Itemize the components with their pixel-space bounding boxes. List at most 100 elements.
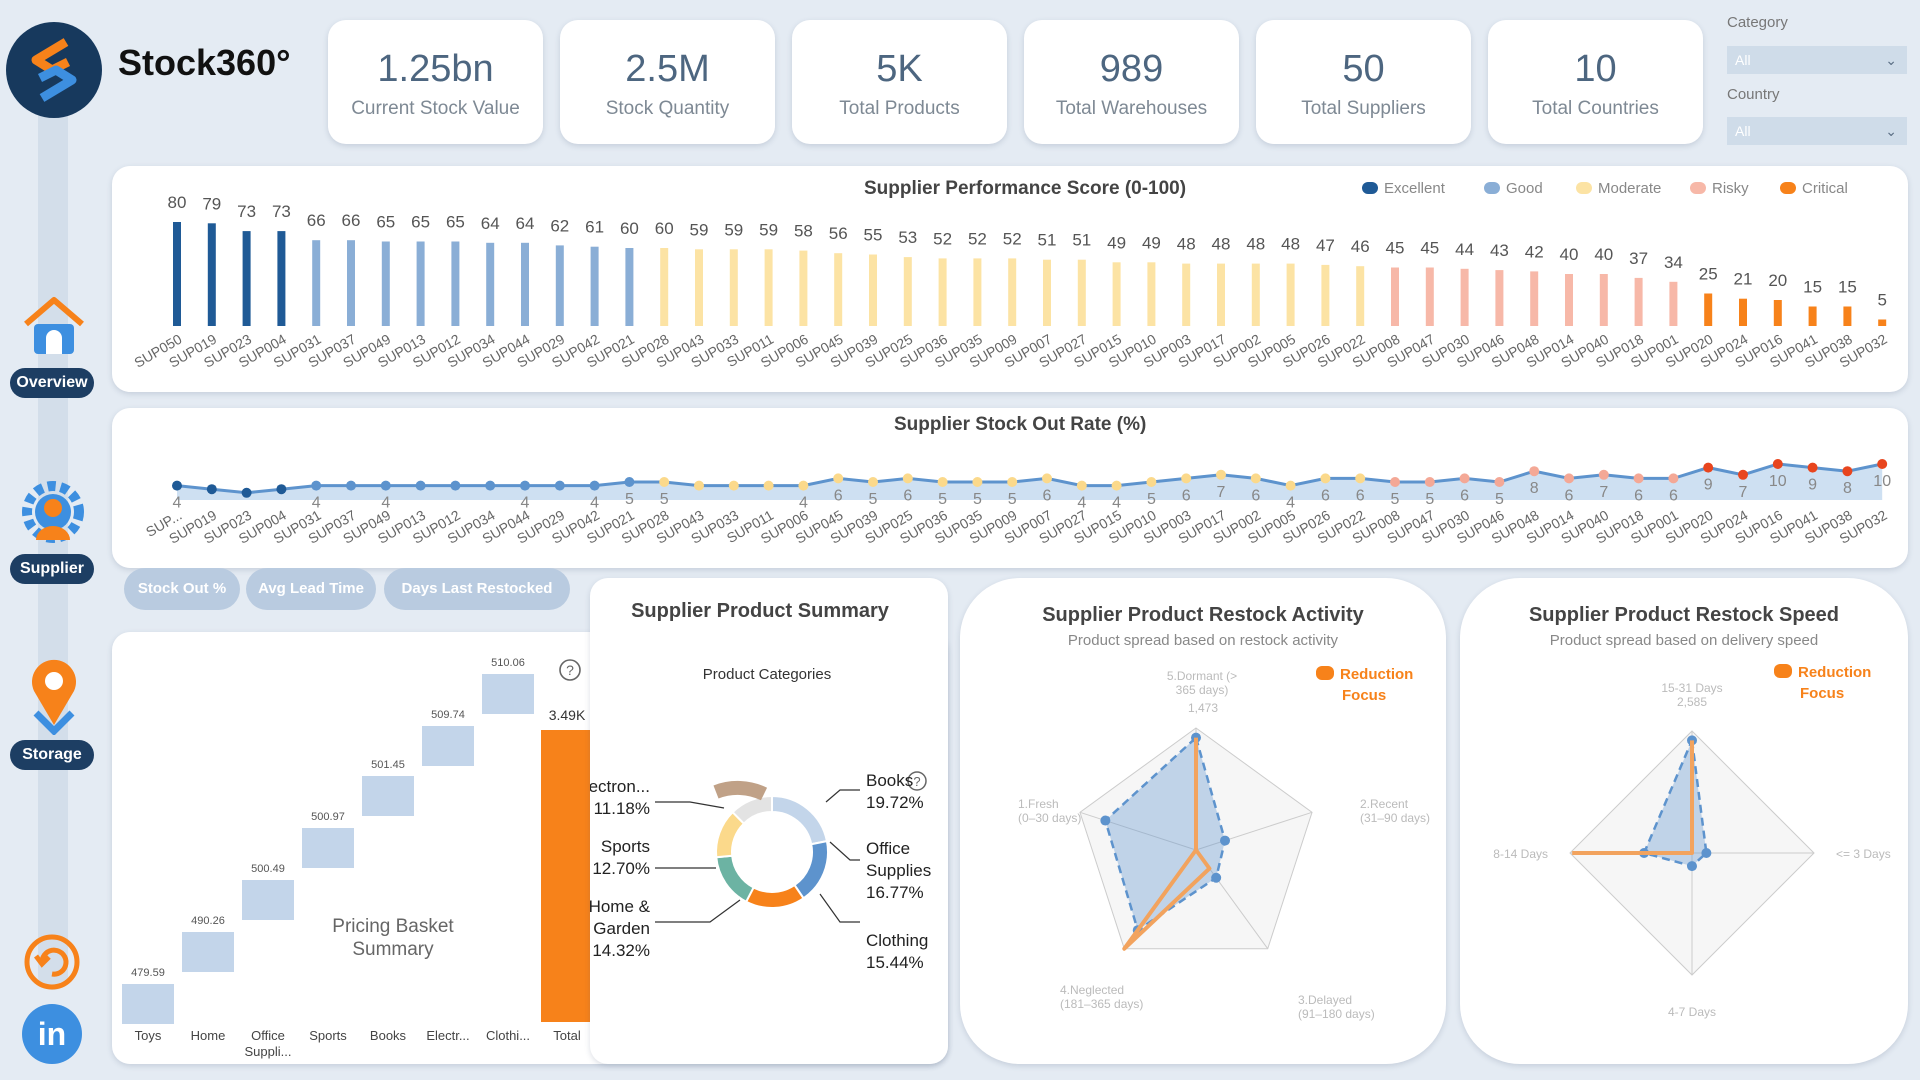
perf-bar[interactable]	[1112, 262, 1121, 326]
restock-speed-legend[interactable]: Reduction Focus	[1774, 664, 1871, 707]
supplier-gear-icon[interactable]	[14, 478, 92, 556]
stockout-point[interactable]	[1424, 477, 1435, 487]
stockout-point[interactable]	[1216, 469, 1226, 480]
stockout-point[interactable]	[241, 487, 252, 498]
stockout-point[interactable]	[1877, 459, 1888, 469]
perf-bar[interactable]	[555, 245, 564, 326]
radar-point[interactable]	[1701, 848, 1712, 858]
stockout-point[interactable]	[1842, 466, 1853, 477]
perf-bar[interactable]	[1773, 300, 1782, 326]
stockout-point[interactable]	[1250, 473, 1261, 484]
perf-bar[interactable]	[869, 254, 877, 327]
perf-bar[interactable]	[1008, 258, 1017, 326]
home-icon[interactable]	[18, 290, 90, 362]
donut-slice[interactable]	[715, 854, 755, 904]
stockout-point[interactable]	[763, 480, 774, 491]
donut-slice[interactable]	[744, 883, 805, 909]
perf-bar[interactable]	[1739, 298, 1747, 326]
nav-overview[interactable]: Overview	[10, 368, 94, 398]
perf-bar[interactable]	[416, 241, 425, 327]
stockout-point[interactable]	[1494, 477, 1505, 487]
legend-good[interactable]: Good	[1484, 180, 1543, 197]
perf-bar[interactable]	[1460, 268, 1469, 326]
perf-bar[interactable]	[1634, 277, 1643, 326]
perf-bar[interactable]	[799, 250, 808, 326]
stockout-point[interactable]	[798, 480, 809, 491]
stockout-point[interactable]	[1111, 480, 1122, 491]
perf-bar[interactable]	[1217, 263, 1225, 326]
waterfall-step-bar[interactable]	[302, 828, 354, 868]
stockout-point[interactable]	[554, 480, 565, 491]
stockout-point[interactable]	[276, 484, 287, 495]
stockout-point[interactable]	[1181, 473, 1192, 484]
perf-bar[interactable]	[903, 257, 912, 326]
category-select[interactable]: All ⌄	[1727, 46, 1907, 74]
stockout-point[interactable]	[1042, 473, 1052, 484]
stockout-point[interactable]	[1459, 473, 1470, 484]
perf-bar[interactable]	[1843, 306, 1852, 327]
stockout-point[interactable]	[1668, 473, 1679, 484]
waterfall-step-bar[interactable]	[242, 880, 294, 920]
stockout-point[interactable]	[206, 484, 217, 495]
help-icon[interactable]: ?	[906, 770, 928, 792]
stockout-point[interactable]	[1772, 459, 1783, 469]
stockout-point[interactable]	[172, 480, 182, 491]
perf-bar[interactable]	[486, 242, 495, 326]
waterfall-step-bar[interactable]	[362, 776, 414, 816]
perf-bar[interactable]	[1565, 274, 1573, 326]
stockout-point[interactable]	[415, 480, 426, 491]
stockout-point[interactable]	[728, 480, 739, 491]
perf-bar[interactable]	[695, 249, 703, 326]
perf-bar[interactable]	[764, 249, 773, 326]
perf-bar[interactable]	[1251, 263, 1260, 326]
stockout-point[interactable]	[972, 477, 983, 487]
stockout-point[interactable]	[1564, 473, 1574, 484]
radar-point[interactable]	[1220, 835, 1231, 846]
stockout-point[interactable]	[1285, 480, 1296, 491]
perf-bar[interactable]	[207, 223, 216, 326]
stockout-point[interactable]	[1633, 473, 1644, 484]
radar-point[interactable]	[1687, 861, 1697, 872]
donut-slice[interactable]	[731, 794, 773, 825]
nav-storage[interactable]: Storage	[10, 740, 94, 770]
stockout-point[interactable]	[1355, 473, 1366, 484]
donut-slice[interactable]	[771, 794, 829, 846]
perf-bar[interactable]	[1425, 267, 1434, 327]
stockout-point[interactable]	[485, 480, 496, 491]
stockout-point[interactable]	[1703, 462, 1714, 473]
perf-bar[interactable]	[1599, 274, 1608, 326]
perf-bar[interactable]	[729, 249, 738, 326]
stockout-point[interactable]	[1598, 469, 1609, 480]
waterfall-step-bar[interactable]	[482, 674, 534, 714]
perf-bar[interactable]	[1808, 306, 1817, 327]
linkedin-icon[interactable]: in	[20, 1002, 84, 1066]
stockout-point[interactable]	[520, 480, 530, 491]
stockout-point[interactable]	[1738, 469, 1748, 480]
country-select[interactable]: All ⌄	[1727, 117, 1907, 145]
stockout-point[interactable]	[694, 480, 704, 491]
stockout-point[interactable]	[311, 480, 322, 491]
waterfall-total-bar[interactable]	[541, 730, 593, 1022]
waterfall-step-bar[interactable]	[182, 932, 234, 972]
perf-bar[interactable]	[521, 242, 529, 326]
pill-stock-out[interactable]: Stock Out %	[124, 568, 240, 610]
waterfall-step-bar[interactable]	[422, 726, 474, 766]
stockout-point[interactable]	[902, 473, 913, 484]
perf-bar[interactable]	[1391, 267, 1399, 327]
stockout-point[interactable]	[833, 473, 844, 484]
stockout-point[interactable]	[346, 480, 356, 491]
perf-bar[interactable]	[590, 246, 599, 326]
stockout-point[interactable]	[624, 477, 635, 487]
perf-bar[interactable]	[312, 240, 321, 326]
perf-bar[interactable]	[242, 231, 251, 326]
radar-point[interactable]	[1100, 815, 1111, 826]
perf-bar[interactable]	[938, 258, 947, 326]
perf-bar[interactable]	[625, 248, 634, 326]
restock-activity-legend[interactable]: Reduction Focus	[1316, 666, 1413, 709]
perf-bar[interactable]	[1704, 293, 1713, 327]
perf-bar[interactable]	[451, 241, 460, 327]
radar-point[interactable]	[1191, 732, 1201, 743]
stockout-point[interactable]	[450, 480, 461, 491]
perf-bar[interactable]	[173, 222, 181, 326]
perf-bar[interactable]	[973, 258, 982, 326]
